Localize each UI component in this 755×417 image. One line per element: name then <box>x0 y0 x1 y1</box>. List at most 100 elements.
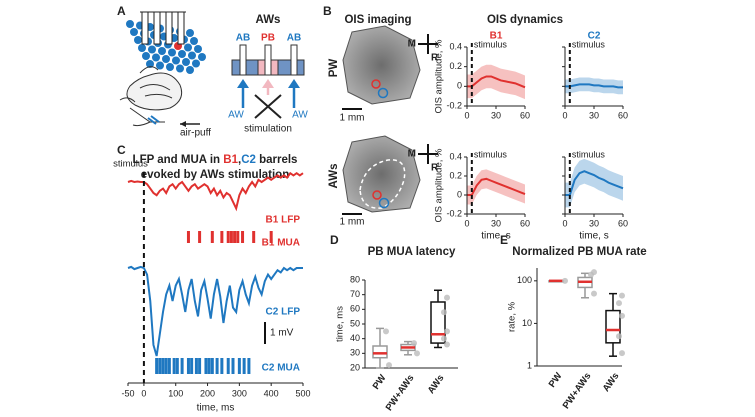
error-band <box>565 158 623 208</box>
activation-outline <box>359 159 406 209</box>
y-axis-label: OIS amplitude, % <box>434 39 445 113</box>
x-tick-label: 60 <box>520 110 530 120</box>
annotation: stimulus <box>474 149 508 159</box>
y-axis-label: time, ms <box>335 306 346 342</box>
b1-roi <box>371 79 381 89</box>
data-point <box>383 328 389 335</box>
y-tick-label: 10 <box>522 318 532 328</box>
schematic-title: AWs <box>256 14 281 26</box>
spike <box>233 231 237 243</box>
y-tick-label: 80 <box>350 274 360 284</box>
barrel <box>168 48 176 57</box>
scale-bar <box>342 34 438 215</box>
x-tick-label: 30 <box>491 110 501 120</box>
barrel <box>134 36 142 44</box>
annotation: stimulus <box>474 39 508 49</box>
barrel <box>186 66 194 74</box>
trace-label: B1 LFP <box>266 215 301 226</box>
barrel <box>194 45 202 53</box>
panel-label: B <box>323 4 332 18</box>
whisker <box>147 115 160 125</box>
y-axis-label: rate, % <box>507 301 518 332</box>
title-part: evoked by AWs stimulation <box>141 169 289 181</box>
spike <box>237 358 241 374</box>
mean-line <box>467 75 526 89</box>
spike <box>164 358 168 374</box>
spike <box>158 358 162 374</box>
x-tick-label: 0 <box>562 218 567 228</box>
barrel <box>148 45 156 54</box>
y-tick-label: 40 <box>350 333 360 343</box>
data-point <box>444 341 450 348</box>
lfp-trace <box>127 265 303 357</box>
barrel <box>190 37 198 45</box>
spike <box>204 358 208 374</box>
panel-label: D <box>330 233 339 247</box>
chart-title: PB MUA latency <box>368 246 456 258</box>
mean-line <box>565 83 623 89</box>
x-axis-label: time, s <box>481 231 510 242</box>
electrode-label: AB <box>236 33 250 44</box>
spike <box>215 358 219 374</box>
title-part: B1 <box>223 154 238 166</box>
x-tick-label: 400 <box>264 388 279 398</box>
spike <box>210 358 214 374</box>
title-part: , <box>238 154 241 166</box>
air-puff-label: air-puff <box>180 128 211 139</box>
spike <box>231 358 235 374</box>
stimulation-arrows <box>237 79 300 119</box>
annotation: stimulus <box>572 149 606 159</box>
scale-label: 1 mV <box>270 328 294 339</box>
y-tick-label: 20 <box>350 362 360 372</box>
spike <box>186 231 190 243</box>
stimulation-label: stimulation <box>244 124 292 135</box>
y-tick-label: 0.4 <box>449 41 462 51</box>
barrel <box>176 64 184 73</box>
barrel <box>158 47 166 55</box>
y-tick-label: 0.2 <box>449 170 462 180</box>
data-point <box>619 350 625 357</box>
data-point <box>441 309 447 316</box>
x-tick-label: AWs <box>426 373 447 396</box>
barrel <box>172 56 180 65</box>
x-tick-label: 300 <box>232 388 247 398</box>
x-tick-label: 0 <box>141 388 146 398</box>
y-tick-label: 30 <box>350 348 360 358</box>
spike <box>242 358 246 374</box>
rat-sketch <box>119 66 183 127</box>
spike <box>220 358 224 374</box>
chart-title: evoked by AWs stimulation <box>141 169 289 181</box>
x-tick-label: PW <box>371 373 389 392</box>
y-tick-label: 50 <box>350 318 360 328</box>
error-band <box>467 169 525 205</box>
spike <box>198 231 202 243</box>
electrode-label: PB <box>261 33 275 44</box>
x-tick-label: PW <box>547 371 565 390</box>
y-tick-label: -0.2 <box>446 100 462 110</box>
lfp-trace <box>127 171 304 212</box>
barrel <box>186 29 194 37</box>
barrel <box>162 55 170 63</box>
chart-title: Normalized PB MUA rate <box>512 246 646 258</box>
x-tick-label: 200 <box>200 388 215 398</box>
electrodes <box>140 11 186 45</box>
y-tick-label: 0.4 <box>449 151 462 161</box>
spike <box>241 231 245 243</box>
spike <box>175 358 179 374</box>
spike <box>226 358 230 374</box>
annotation: stimulus <box>572 39 606 49</box>
barrel <box>184 43 192 52</box>
x-tick-label: 30 <box>589 110 599 120</box>
whisker-label: AW <box>292 110 308 121</box>
spike <box>229 231 233 243</box>
data-point <box>591 290 597 297</box>
row-label: PW <box>328 59 340 78</box>
chart-title: B1 <box>490 31 503 42</box>
panel-label: A <box>117 4 126 18</box>
x-tick-label: 60 <box>618 218 628 228</box>
chart-title: C2 <box>588 31 601 42</box>
spike <box>247 358 251 374</box>
spike <box>155 358 159 374</box>
y-tick-label: 1 <box>527 360 532 370</box>
